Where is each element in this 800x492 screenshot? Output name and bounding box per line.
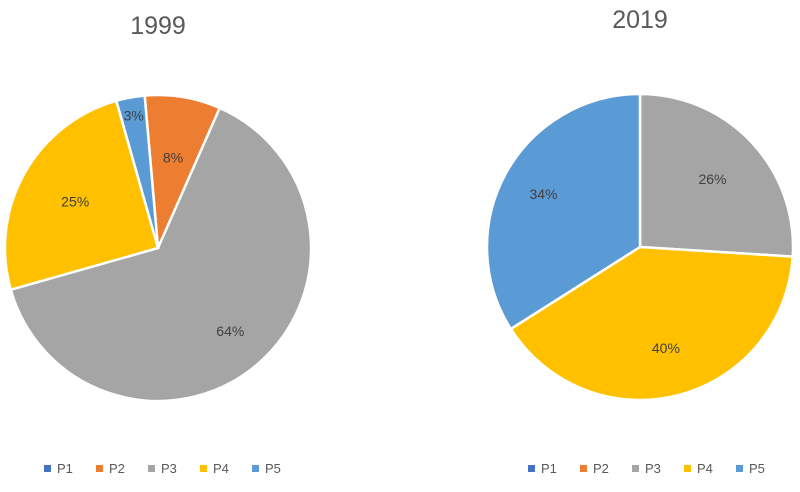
pie-slice-p3 bbox=[638, 92, 795, 258]
legend-swatch bbox=[200, 465, 207, 472]
slice-labels: 8% 64% 25% 3% bbox=[61, 108, 244, 340]
slice-label-p4: 25% bbox=[61, 194, 89, 210]
legend-swatch bbox=[736, 465, 743, 472]
pie-slice-p5 bbox=[485, 92, 642, 331]
legend-label: P2 bbox=[593, 461, 609, 476]
pie-chart-1999: 1999 8% 64% 25% 3% P1 P2 P3 P4 P5 bbox=[3, 12, 313, 476]
slice-label-p3: 26% bbox=[698, 171, 726, 187]
pie-slice-p5 bbox=[114, 94, 160, 249]
legend-label: P2 bbox=[109, 461, 125, 476]
legend-item-p5: P5 bbox=[252, 461, 281, 476]
slice-label-p2: 8% bbox=[163, 149, 183, 165]
legend-label: P3 bbox=[161, 461, 177, 476]
legend-item-p1: P1 bbox=[528, 461, 557, 476]
legend-item-p4: P4 bbox=[200, 461, 229, 476]
legend-swatch bbox=[44, 465, 51, 472]
legend-swatch bbox=[96, 465, 103, 472]
slice-label-p4: 40% bbox=[652, 340, 680, 356]
legend-item-p2: P2 bbox=[580, 461, 609, 476]
legend-item-p4: P4 bbox=[684, 461, 713, 476]
legend-label: P3 bbox=[645, 461, 661, 476]
slice-label-p5: 3% bbox=[124, 108, 144, 124]
legend-item-p1: P1 bbox=[44, 461, 73, 476]
legend-label: P5 bbox=[265, 461, 281, 476]
slice-labels: 26% 40% 34% bbox=[529, 171, 726, 356]
chart-title: 2019 bbox=[612, 6, 668, 34]
pie-chart-2019: 2019 26% 40% 34% P1 P2 P3 P4 P5 bbox=[485, 6, 795, 476]
legend-item-p5: P5 bbox=[736, 461, 765, 476]
legend-label: P5 bbox=[749, 461, 765, 476]
pie-slice-p3 bbox=[9, 106, 313, 403]
legend-item-p3: P3 bbox=[632, 461, 661, 476]
legend-swatch bbox=[684, 465, 691, 472]
legend-swatch bbox=[580, 465, 587, 472]
pie-slices bbox=[485, 92, 795, 402]
chart-title: 1999 bbox=[130, 12, 186, 40]
legend-label: P4 bbox=[697, 461, 713, 476]
slice-label-p3: 64% bbox=[216, 323, 244, 339]
legend-swatch bbox=[528, 465, 535, 472]
slice-label-p5: 34% bbox=[529, 186, 557, 202]
legend-swatch bbox=[148, 465, 155, 472]
chart-legend: P1 P2 P3 P4 P5 bbox=[528, 461, 765, 476]
legend-item-p2: P2 bbox=[96, 461, 125, 476]
legend-item-p3: P3 bbox=[148, 461, 177, 476]
legend-label: P1 bbox=[541, 461, 557, 476]
legend-label: P4 bbox=[213, 461, 229, 476]
legend-label: P1 bbox=[57, 461, 73, 476]
pie-slices bbox=[3, 93, 313, 403]
legend-swatch bbox=[252, 465, 259, 472]
pie-slice-p4 bbox=[3, 99, 160, 292]
legend-swatch bbox=[632, 465, 639, 472]
chart-legend: P1 P2 P3 P4 P5 bbox=[44, 461, 281, 476]
